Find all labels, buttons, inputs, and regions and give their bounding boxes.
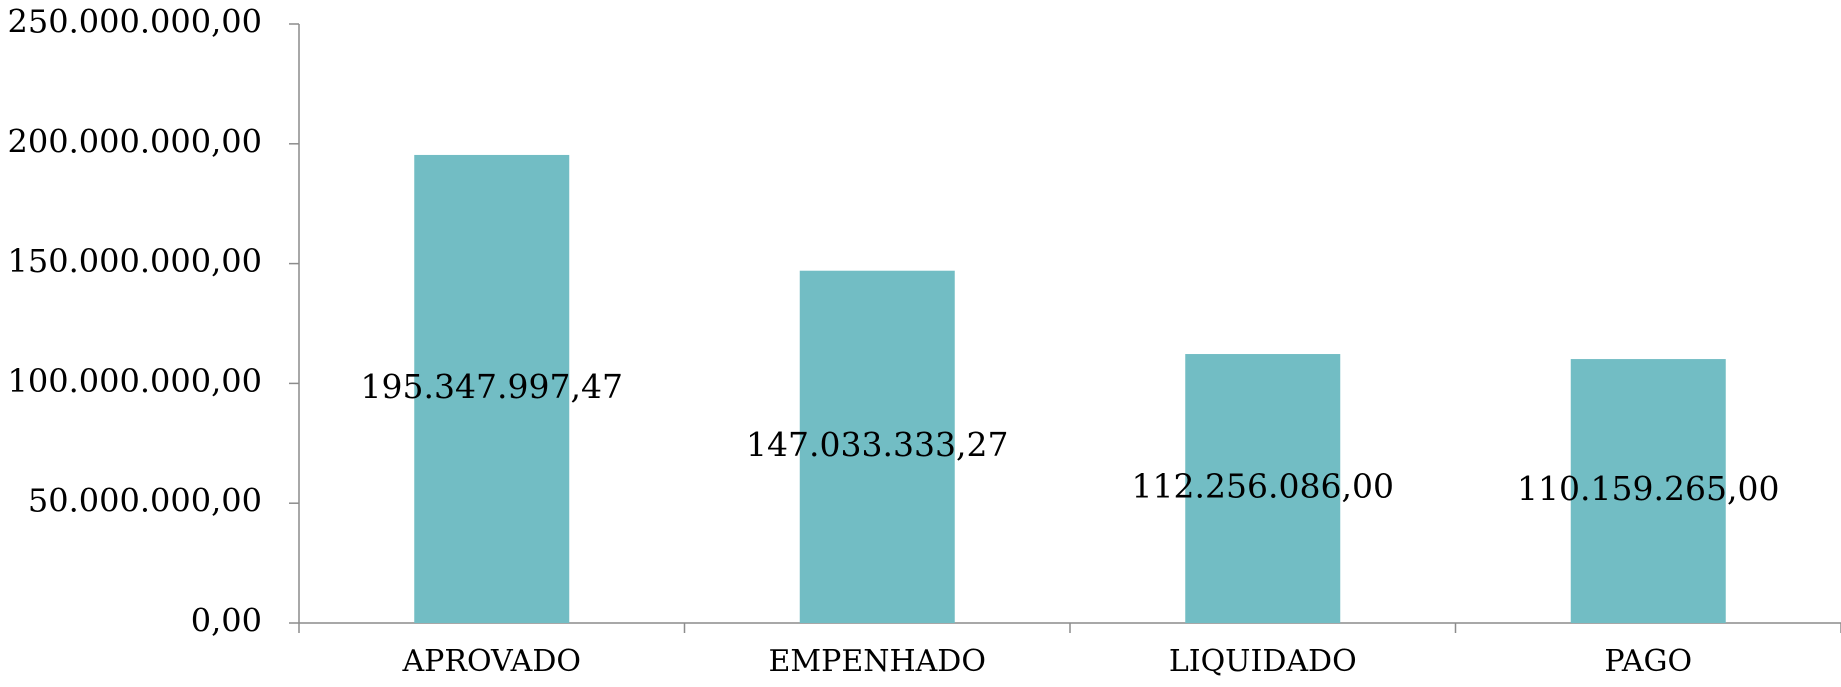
data-label: 112.256.086,00 [1132,467,1394,506]
bar-empenhado [799,270,955,623]
data-label: 147.033.333,27 [746,425,1008,464]
bar-aprovado [414,154,570,623]
y-tick-label: 150.000.000,00 [8,242,262,280]
x-category-label: PAGO [1604,644,1692,679]
bar-liquidado [1185,354,1341,623]
data-label: 110.159.265,00 [1517,469,1779,508]
x-category-label: APROVADO [402,644,581,679]
bar-pago [1570,359,1726,623]
x-category-label: LIQUIDADO [1169,644,1357,679]
y-tick-label: 200.000.000,00 [8,122,262,160]
y-tick-label: 250.000.000,00 [8,3,262,41]
x-category-label: EMPENHADO [769,644,986,679]
data-label: 195.347.997,47 [361,367,623,406]
y-tick-label: 0,00 [191,602,262,640]
y-tick-label: 50.000.000,00 [28,482,262,520]
y-tick-label: 100.000.000,00 [8,362,262,400]
